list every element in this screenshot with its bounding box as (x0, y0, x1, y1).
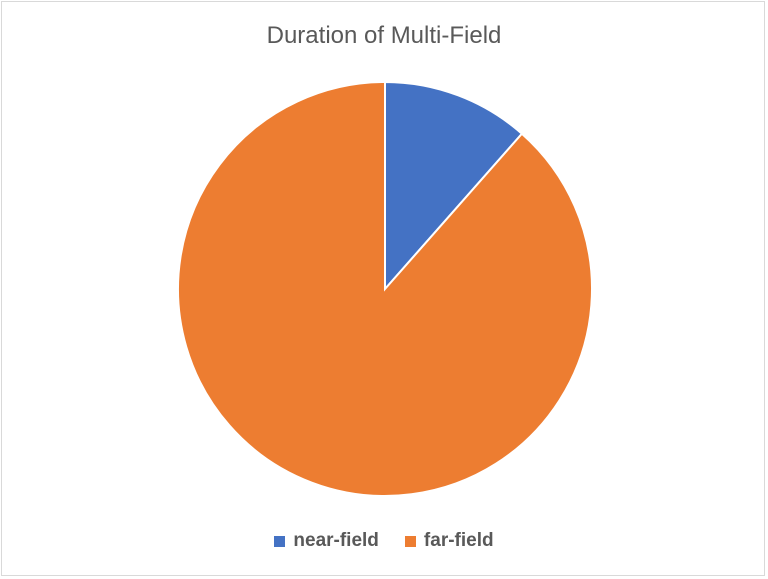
legend-label-near-field: near-field (293, 530, 379, 551)
legend-swatch-near-field (274, 535, 286, 547)
legend-item-far-field: far-field (404, 530, 494, 552)
legend-item-near-field: near-field (274, 530, 379, 552)
legend: near-field far-field (0, 530, 768, 552)
pie-slice-far-field (177, 80, 593, 497)
chart-title: Duration of Multi-Field (266, 22, 502, 49)
legend-swatch-far-field (404, 535, 416, 547)
pie-slice-near-field (384, 80, 524, 292)
legend-label-far-field: far-field (423, 530, 494, 551)
